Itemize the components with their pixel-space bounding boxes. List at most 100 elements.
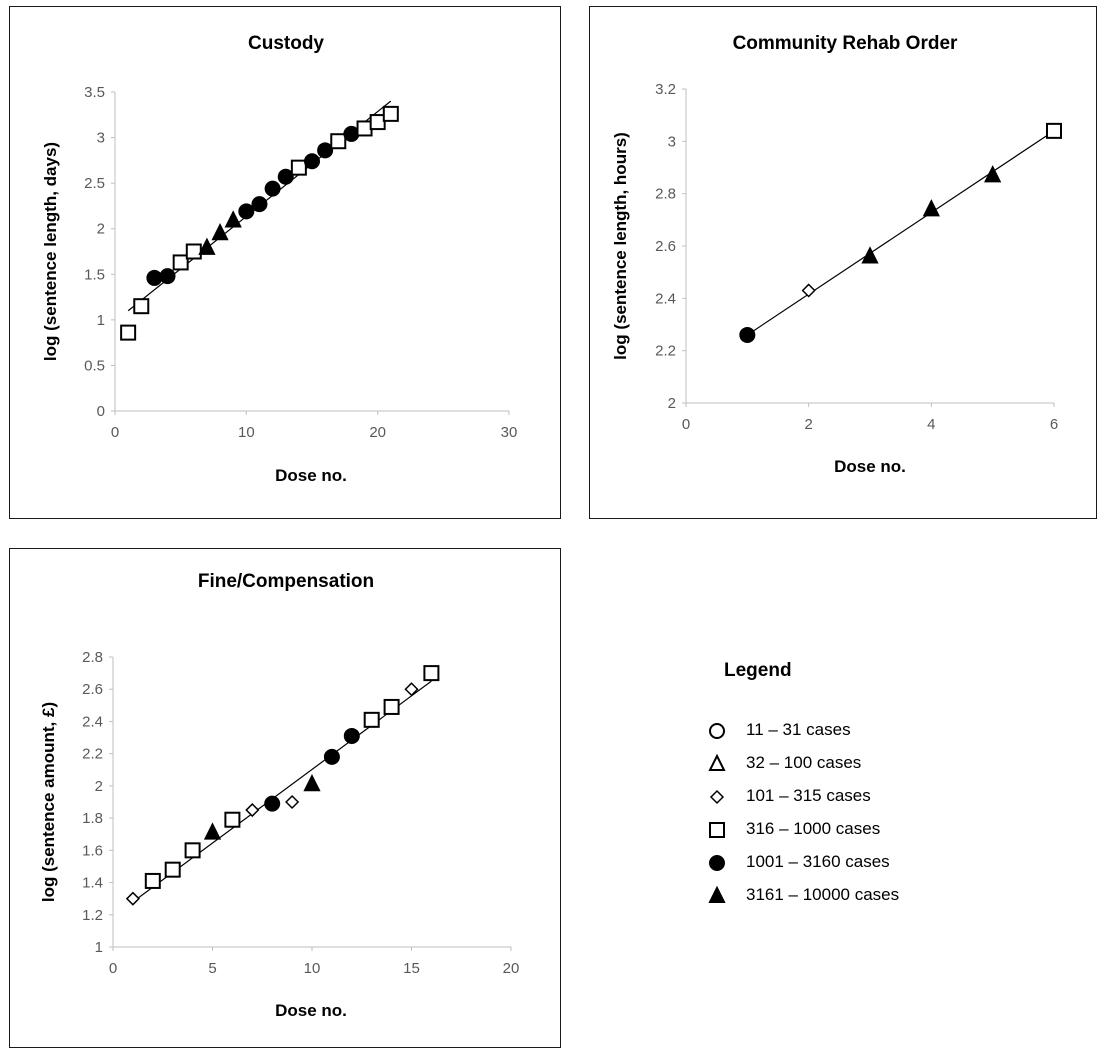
x-tick-label: 4 xyxy=(927,416,935,433)
data-point xyxy=(133,298,150,315)
data-point xyxy=(304,153,320,170)
legend-label: 1001 – 3160 cases xyxy=(746,852,890,871)
legend-marker-icon xyxy=(709,789,725,805)
legend-label: 32 – 100 cases xyxy=(746,753,862,772)
data-point xyxy=(382,105,399,122)
y-tick-label: 1 xyxy=(95,939,103,956)
trendline xyxy=(132,680,432,903)
legend-item: 316 – 1000 cases xyxy=(700,817,1000,841)
legend-marker xyxy=(709,789,725,805)
data-point xyxy=(317,142,334,159)
data-point xyxy=(369,114,386,131)
y-tick-label: 3 xyxy=(668,133,676,150)
legend-label: 316 – 1000 cases xyxy=(746,819,881,838)
y-tick-label: 2.2 xyxy=(82,746,103,763)
data-point xyxy=(383,698,400,715)
legend-label: 101 – 315 cases xyxy=(746,786,871,805)
legend-marker xyxy=(709,723,725,739)
legend-marker xyxy=(709,855,725,871)
custody-chart-panel: Custody 0 0.5 1 1.5 2 2.5 3 3.5 0 10 20 30 Dose no. lo… xyxy=(9,6,561,519)
y-tick-label: 2.4 xyxy=(82,713,103,730)
y-tick-label: 2.5 xyxy=(84,175,105,192)
y-tick-label: 3.2 xyxy=(655,81,676,98)
data-point xyxy=(330,133,347,150)
legend-label: 11 – 31 cases xyxy=(746,720,851,739)
data-point xyxy=(184,842,201,859)
x-tick-label: 5 xyxy=(208,960,216,977)
data-point xyxy=(224,811,241,828)
data-point xyxy=(363,711,380,728)
legend-marker xyxy=(708,885,726,903)
legend-marker-icon xyxy=(709,723,725,739)
data-point xyxy=(303,774,321,792)
x-tick-label: 0 xyxy=(682,416,690,433)
x-tick-label: 10 xyxy=(238,424,255,441)
x-tick-label: 10 xyxy=(304,960,321,977)
data-point xyxy=(211,223,229,241)
data-point xyxy=(144,872,161,889)
data-point xyxy=(146,269,163,286)
x-tick-label: 20 xyxy=(369,424,386,441)
data-point xyxy=(423,665,440,682)
y-tick-label: 2.6 xyxy=(82,681,103,698)
data-point xyxy=(185,243,202,260)
data-point xyxy=(159,268,176,285)
y-axis-title: log (sentence amount, £) xyxy=(39,702,58,902)
legend-marker xyxy=(708,753,726,771)
y-tick-label: 2.4 xyxy=(655,290,676,307)
data-point xyxy=(739,326,756,343)
data-point xyxy=(120,324,137,341)
legend-marker-icon xyxy=(708,753,726,771)
data-point xyxy=(125,891,140,906)
y-tick-label: 1.5 xyxy=(84,266,105,283)
data-point xyxy=(801,283,816,298)
x-axis-title: Dose no. xyxy=(275,1001,347,1020)
y-tick-label: 1 xyxy=(97,312,105,329)
legend-item: 3161 – 10000 cases xyxy=(700,883,1000,907)
x-tick-label: 6 xyxy=(1050,416,1058,433)
y-tick-label: 3.5 xyxy=(84,84,105,101)
custody-chart: Custody 0 0.5 1 1.5 2 2.5 3 3.5 0 10 20 30 Dose no. lo… xyxy=(41,33,518,485)
data-point xyxy=(203,822,222,840)
y-tick-label: 2.8 xyxy=(82,649,103,666)
data-point xyxy=(264,180,281,197)
data-point xyxy=(861,246,879,264)
fine-compensation-chart: Fine/Compensation 1 1.2 1.4 1.6 1.8 2 2.2 2.4 2.6… xyxy=(39,571,519,1020)
trendline xyxy=(747,130,1055,336)
y-tick-label: 1.2 xyxy=(82,907,103,924)
data-point xyxy=(290,159,307,176)
data-point xyxy=(164,861,181,878)
data-point xyxy=(277,168,294,185)
x-tick-label: 2 xyxy=(804,416,812,433)
data-point xyxy=(323,748,340,765)
legend: Legend 11 – 31 cases 32 – 100 cases 101 … xyxy=(700,656,1000,916)
chart-title: Fine/Compensation xyxy=(198,571,374,592)
data-point xyxy=(343,125,360,142)
y-tick-label: 0 xyxy=(97,403,105,420)
data-point xyxy=(404,682,419,697)
y-tick-label: 2.6 xyxy=(655,238,676,255)
y-tick-label: 1.8 xyxy=(82,810,103,827)
data-point xyxy=(356,120,373,137)
data-point xyxy=(922,199,940,217)
y-tick-label: 3 xyxy=(97,130,105,147)
legend-item: 1001 – 3160 cases xyxy=(700,850,1000,874)
legend-item: 32 – 100 cases xyxy=(700,751,1000,775)
legend-marker-icon xyxy=(709,822,725,838)
data-point xyxy=(1046,122,1062,139)
data-point xyxy=(172,254,189,271)
y-tick-label: 2 xyxy=(668,395,676,412)
community-rehab-chart-panel: Community Rehab Order 2 2.2 2.4 2.6 2.8 3 3.2 0 2… xyxy=(589,6,1097,519)
chart-title: Community Rehab Order xyxy=(733,33,958,54)
legend-item: 101 – 315 cases xyxy=(700,784,1000,808)
legend-marker xyxy=(709,822,725,838)
y-axis-title: log (sentence length, hours) xyxy=(611,132,630,360)
x-tick-label: 0 xyxy=(109,960,117,977)
chart-title: Custody xyxy=(248,33,324,54)
legend-label: 3161 – 10000 cases xyxy=(746,885,900,904)
legend-marker-icon xyxy=(709,855,725,871)
x-tick-label: 30 xyxy=(501,424,518,441)
y-tick-label: 2 xyxy=(97,221,105,238)
data-point xyxy=(198,237,216,255)
